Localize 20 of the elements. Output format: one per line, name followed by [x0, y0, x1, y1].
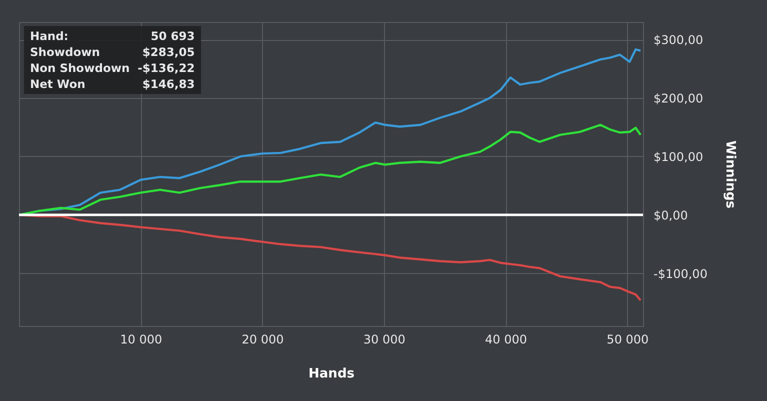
y-tick-label: $100,00: [654, 150, 704, 164]
y-axis-title: Winnings: [722, 140, 738, 209]
annotation: Hand:: [30, 29, 70, 43]
x-tick-label: 10 000: [120, 332, 162, 346]
annotation: -$136,22: [138, 61, 195, 75]
y-tick-label: $0,00: [654, 208, 688, 222]
y-tick-label: -$100,00: [654, 266, 708, 281]
x-axis-title: Hands: [308, 366, 355, 382]
x-tick-label: 40 000: [485, 332, 528, 346]
annotation: Showdown: [30, 45, 101, 59]
annotation: 50 693: [150, 29, 195, 43]
y-tick-label: $300,00: [654, 33, 704, 48]
x-tick-label: 50 000: [606, 332, 649, 346]
x-tick-label: 30 000: [363, 332, 406, 346]
x-tick-label: 20 000: [242, 332, 284, 346]
annotation: Net Won: [30, 77, 86, 91]
annotation: $146,83: [141, 77, 195, 91]
y-tick-label: $200,00: [654, 92, 704, 106]
annotation: $283,05: [141, 45, 195, 59]
annotation: Non Showdown: [30, 61, 130, 75]
